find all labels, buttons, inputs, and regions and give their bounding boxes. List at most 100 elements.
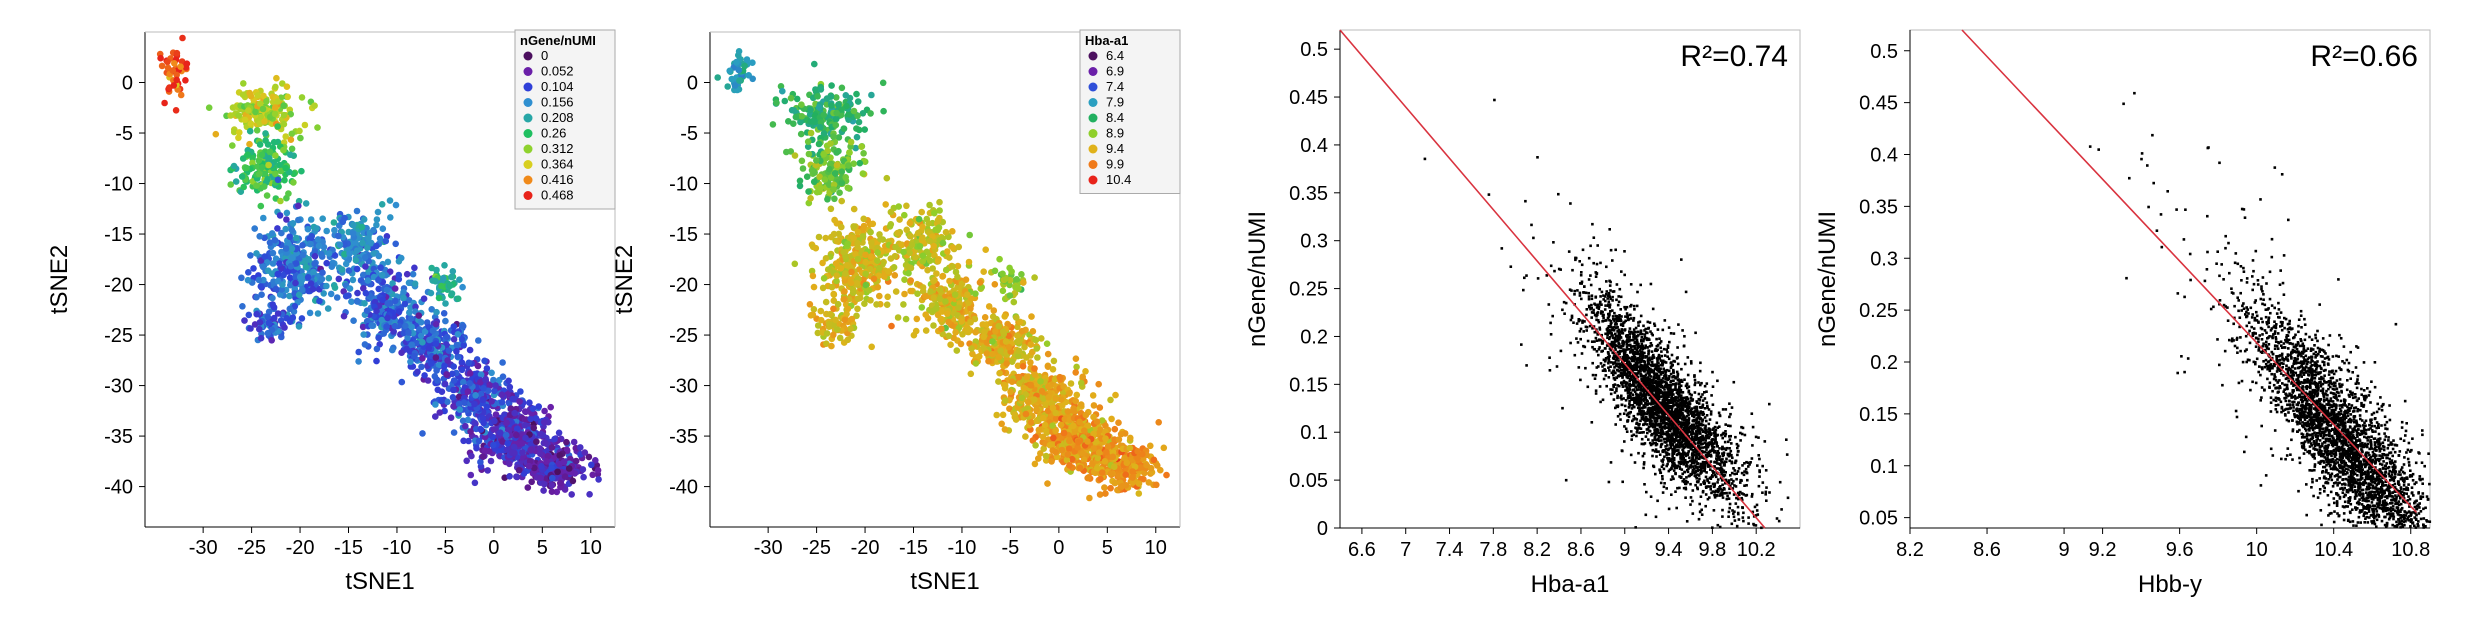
- data-point: [817, 184, 824, 192]
- data-point: [859, 233, 867, 240]
- data-point: [1593, 302, 1596, 306]
- data-point: [817, 316, 825, 324]
- data-point: [848, 268, 855, 276]
- data-point: [299, 251, 307, 259]
- data-point: [266, 148, 274, 156]
- data-point: [828, 342, 835, 350]
- data-point: [280, 120, 288, 128]
- data-point: [280, 271, 287, 279]
- data-point: [1728, 491, 1731, 495]
- data-point: [1012, 416, 1020, 423]
- data-point: [1101, 458, 1109, 465]
- data-point: [833, 237, 841, 245]
- data-point: [272, 255, 280, 262]
- data-point: [810, 283, 818, 291]
- x-tick-label: -20: [851, 537, 880, 559]
- data-point: [805, 150, 813, 158]
- data-point: [931, 209, 938, 217]
- data-point: [1118, 482, 1126, 490]
- data-point: [570, 438, 578, 446]
- data-point: [1064, 451, 1072, 458]
- data-point: [410, 352, 418, 360]
- data-point: [302, 263, 310, 271]
- data-point: [246, 127, 254, 135]
- data-point: [726, 67, 733, 75]
- data-point: [311, 102, 318, 109]
- data-point: [541, 407, 548, 415]
- data-point: [881, 273, 888, 280]
- data-point: [384, 314, 391, 322]
- data-point: [295, 216, 302, 224]
- panel-hba-regression: 6.6 7 7.4 7.8 8.2 8.6 9 9.4 9.8 10.20.50.450.40.3…: [1244, 29, 1801, 598]
- data-point: [276, 291, 284, 298]
- data-point: [449, 268, 457, 275]
- data-point: [860, 150, 867, 157]
- data-point: [560, 458, 568, 466]
- data-point: [527, 446, 534, 454]
- data-point: [595, 476, 602, 483]
- data-point: [870, 275, 878, 283]
- data-point: [1066, 462, 1073, 469]
- data-point: [842, 174, 849, 181]
- data-point: [274, 225, 281, 232]
- data-point: [900, 248, 907, 256]
- point-cloud: [156, 34, 602, 498]
- data-point: [256, 319, 264, 326]
- data-point: [302, 200, 310, 207]
- data-point: [833, 161, 841, 169]
- data-point: [1057, 421, 1065, 429]
- data-point: [951, 291, 959, 299]
- data-point: [268, 337, 276, 344]
- legend: nGene/nUMI00.0520.1040.1560.2080.260.312…: [514, 29, 616, 210]
- data-point: [504, 440, 512, 447]
- data-point: [1730, 522, 1734, 526]
- data-point: [164, 64, 172, 72]
- y-tick-label: 0.35: [1289, 183, 1328, 205]
- data-point: [325, 250, 333, 257]
- data-point: [258, 151, 266, 159]
- data-point: [779, 87, 786, 95]
- data-point: [830, 186, 837, 193]
- legend-entry: 0.104: [541, 79, 574, 94]
- data-point: [301, 121, 309, 129]
- y-tick-label: 0.5: [1300, 39, 1328, 61]
- data-point: [1072, 369, 1079, 376]
- data-point: [580, 473, 587, 481]
- data-point: [844, 336, 852, 344]
- data-point: [172, 107, 180, 114]
- data-point: [1031, 371, 1039, 379]
- data-point: [482, 376, 489, 384]
- data-point: [1736, 505, 1740, 509]
- data-point: [838, 168, 846, 175]
- data-point: [319, 269, 326, 277]
- data-point: [287, 151, 294, 158]
- data-point: [947, 341, 954, 349]
- data-point: [265, 156, 272, 164]
- data-point: [1077, 401, 1085, 408]
- data-point: [1023, 373, 1031, 381]
- data-point: [392, 240, 400, 248]
- x-tick-label: 6.6: [1348, 539, 1376, 561]
- data-point: [458, 336, 466, 343]
- data-point: [259, 105, 267, 113]
- data-point: [833, 220, 841, 227]
- data-point: [260, 214, 267, 222]
- data-point: [815, 233, 823, 241]
- data-point: [1008, 378, 1016, 386]
- data-point: [791, 152, 799, 159]
- data-point: [438, 388, 446, 396]
- data-point: [1112, 391, 1119, 399]
- data-point: [378, 201, 386, 208]
- y-axis-label: nGene/nUMI: [1244, 211, 1271, 347]
- data-point: [362, 263, 369, 270]
- data-point: [1090, 402, 1098, 409]
- data-point: [906, 219, 914, 227]
- data-point: [245, 269, 252, 276]
- data-point: [333, 294, 341, 301]
- point-cloud: [1423, 98, 1790, 530]
- data-point: [261, 253, 269, 260]
- data-point: [1549, 264, 1553, 268]
- data-point: [903, 202, 910, 210]
- data-point: [903, 226, 910, 234]
- data-point: [865, 287, 873, 294]
